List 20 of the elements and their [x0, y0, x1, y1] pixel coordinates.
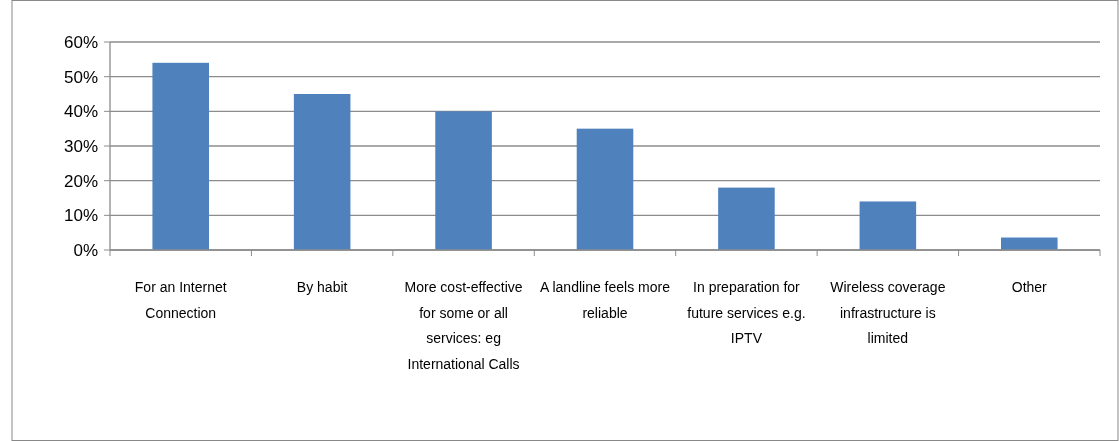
- y-tick-label: 40%: [63, 102, 98, 122]
- bar: [435, 111, 492, 250]
- y-tick-label: 0%: [73, 240, 98, 260]
- bar: [152, 62, 209, 250]
- y-tick-label: 10%: [63, 206, 98, 226]
- bar: [576, 128, 634, 250]
- bar: [859, 201, 917, 250]
- bar: [718, 187, 775, 250]
- x-tick-label: Wireless coverage infrastructure is limited: [830, 279, 946, 346]
- y-tick-label: 50%: [63, 67, 98, 87]
- x-tick-label: In preparation for future services e.g. IPTV: [687, 279, 806, 346]
- x-tick-label: A landline feels more reliable: [540, 279, 671, 321]
- y-tick-label: 20%: [63, 171, 98, 191]
- x-tick-label: More cost-effective for some or all services: eg International Calls: [404, 279, 523, 372]
- y-tick-label: 60%: [63, 32, 98, 52]
- x-tick-label: Other: [1011, 279, 1048, 295]
- bar: [293, 94, 351, 250]
- y-tick-label: 30%: [63, 136, 98, 156]
- x-tick-label: For an Internet Connection: [134, 279, 227, 321]
- x-tick-label: By habit: [296, 279, 348, 295]
